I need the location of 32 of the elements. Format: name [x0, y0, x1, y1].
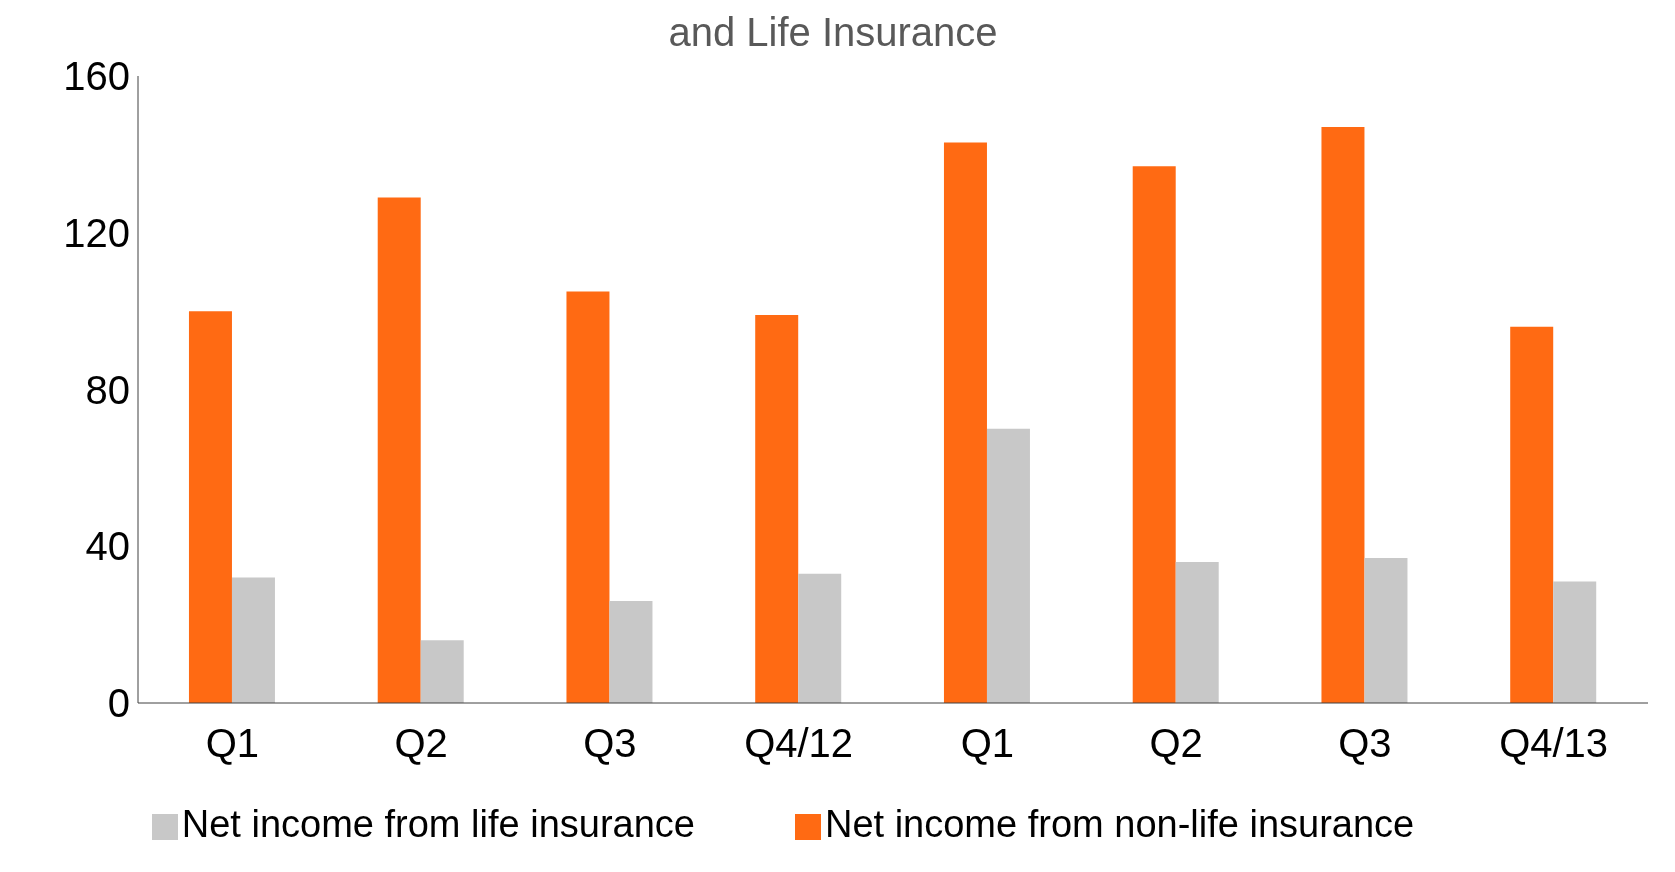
bar: [943, 142, 987, 703]
bar: [609, 601, 653, 703]
bar: [566, 291, 610, 703]
bar: [188, 311, 232, 703]
x-tick-label: Q3: [1338, 721, 1392, 766]
bar: [1510, 326, 1554, 703]
y-tick-label: 160: [63, 54, 130, 99]
y-tick-label: 80: [85, 367, 130, 412]
y-tick-label: 40: [85, 524, 130, 569]
x-tick-label: Q1: [205, 721, 260, 766]
bar: [1321, 126, 1365, 703]
chart-title: and Life Insurance: [667, 9, 999, 56]
bar: [1553, 581, 1597, 703]
bar: [986, 428, 1030, 703]
x-tick-label: Q4/13: [1499, 721, 1609, 766]
bar: [231, 577, 275, 703]
bar: [755, 315, 799, 703]
x-tick-label: Q2: [1149, 721, 1203, 766]
bar: [1132, 166, 1176, 703]
legend-label: Net income from life insurance: [181, 803, 695, 845]
x-tick-label: Q1: [960, 721, 1015, 766]
bar: [420, 640, 464, 703]
y-tick-label: 0: [107, 681, 130, 726]
x-tick-label: Q3: [583, 721, 637, 766]
x-tick-label: Q2: [394, 721, 448, 766]
x-tick-label: Q4/12: [744, 721, 854, 766]
legend-label: Net income from non-life insurance: [824, 803, 1415, 845]
bar: [377, 197, 421, 703]
y-tick-label: 120: [63, 210, 130, 255]
bar: [1175, 561, 1219, 703]
bar: [798, 573, 842, 703]
bar: [1364, 558, 1408, 703]
